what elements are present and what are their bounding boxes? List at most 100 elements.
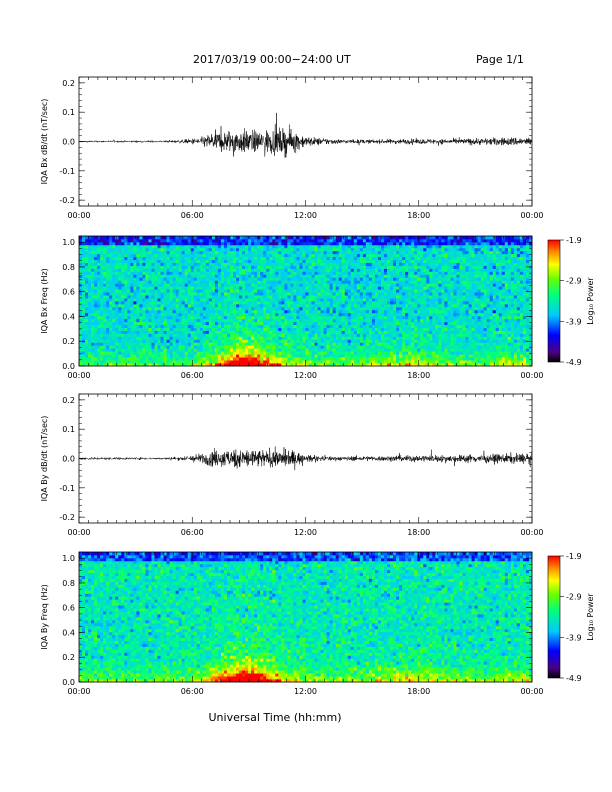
heatmap-cell: [130, 315, 134, 320]
heatmap-cell: [269, 333, 273, 337]
heatmap-cell: [293, 286, 297, 290]
heatmap-cell: [154, 253, 158, 258]
heatmap-cell: [85, 295, 89, 299]
heatmap-cell: [290, 274, 294, 278]
heatmap-cell: [341, 321, 346, 326]
heatmap-cell: [121, 309, 125, 314]
heatmap-cell: [133, 348, 137, 352]
panel-1: 00:00 06:00 12:00 18:00 00:000.20.10.0-0.1-0…: [40, 76, 544, 220]
heatmap-cell: [193, 298, 198, 302]
heatmap-cell: [284, 298, 288, 302]
heatmap-cell: [88, 312, 92, 317]
heatmap-cell: [211, 301, 216, 305]
heatmap-cell: [329, 236, 334, 240]
heatmap-cell: [199, 327, 204, 331]
heatmap-cell: [187, 354, 192, 358]
heatmap-cell: [377, 289, 382, 293]
heatmap-cell: [208, 324, 213, 328]
heatmap-cell: [251, 289, 255, 293]
heatmap-cell: [157, 289, 161, 293]
heatmap-cell: [214, 236, 219, 240]
heatmap-cell: [220, 289, 225, 293]
heatmap-cell: [175, 306, 180, 311]
heatmap-cell: [338, 289, 343, 293]
heatmap-cell: [350, 301, 355, 305]
heatmap-cell: [85, 336, 89, 340]
heatmap-cell: [350, 244, 355, 249]
heatmap-cell: [371, 351, 376, 355]
heatmap-cell: [169, 244, 174, 249]
heatmap-cell: [220, 351, 225, 355]
heatmap-cell: [112, 238, 116, 243]
heatmap-cell: [100, 295, 104, 299]
heatmap-cell: [88, 354, 92, 358]
heatmap-cell: [393, 289, 397, 293]
heatmap-cell: [217, 295, 222, 299]
heatmap-cell: [248, 244, 252, 249]
heatmap-cell: [368, 236, 373, 240]
heatmap-cell: [263, 336, 267, 340]
heatmap-cell: [296, 283, 300, 287]
heatmap-cell: [157, 357, 161, 361]
heatmap-cell: [236, 321, 240, 326]
heatmap-cell: [139, 277, 143, 281]
heatmap-cell: [100, 256, 104, 261]
heatmap-cell: [347, 298, 352, 302]
heatmap-cell: [130, 241, 134, 246]
heatmap-cell: [350, 321, 355, 326]
heatmap-cell: [281, 274, 285, 278]
heatmap-cell: [139, 236, 143, 240]
heatmap-cell: [332, 301, 337, 305]
heatmap-cell: [311, 253, 315, 258]
heatmap-cell: [133, 244, 137, 249]
heatmap-cell: [381, 292, 385, 296]
heatmap-cell: [130, 351, 134, 355]
heatmap-cell: [347, 357, 352, 361]
heatmap-cell: [296, 321, 300, 326]
heatmap-cell: [320, 309, 325, 314]
heatmap-cell: [377, 259, 382, 263]
heatmap-cell: [211, 345, 216, 349]
heatmap-cell: [248, 360, 252, 364]
heatmap-cell: [269, 309, 273, 314]
heatmap-cell: [233, 274, 237, 278]
heatmap-cell: [302, 324, 306, 328]
heatmap-cell: [211, 363, 216, 367]
heatmap-cell: [359, 360, 364, 364]
heatmap-cell: [166, 262, 170, 266]
heatmap-cell: [160, 265, 164, 269]
heatmap-cell: [408, 342, 412, 346]
heatmap-cell: [350, 283, 355, 287]
heatmap-cell: [166, 345, 170, 349]
heatmap-cell: [190, 330, 195, 334]
heatmap-cell: [399, 286, 403, 290]
heatmap-cell: [320, 244, 325, 249]
heatmap-cell: [393, 244, 397, 249]
heatmap-cell: [148, 330, 152, 334]
heatmap-cell: [160, 250, 164, 255]
heatmap-cell: [308, 360, 312, 364]
heatmap-cell: [230, 342, 234, 346]
heatmap-cell: [390, 321, 394, 326]
heatmap-cell: [214, 250, 219, 255]
heatmap-cell: [353, 315, 358, 320]
heatmap-cell: [308, 309, 312, 314]
heatmap-cell: [384, 292, 388, 296]
heatmap-cell: [217, 244, 222, 249]
heatmap-cell: [160, 280, 164, 284]
heatmap-cell: [142, 339, 146, 343]
heatmap-cell: [187, 303, 192, 308]
heatmap-cell: [109, 244, 113, 249]
heatmap-cell: [233, 256, 237, 261]
heatmap-cell: [118, 360, 122, 364]
heatmap-cell: [211, 262, 216, 266]
heatmap-cell: [371, 262, 376, 266]
heatmap-cell: [233, 286, 237, 290]
heatmap-cell: [163, 259, 167, 263]
heatmap-cell: [121, 306, 125, 311]
heatmap-cell: [323, 357, 328, 361]
heatmap-cell: [97, 268, 101, 272]
heatmap-cell: [326, 363, 331, 367]
heatmap-cell: [257, 238, 261, 243]
heatmap-cell: [245, 292, 249, 296]
